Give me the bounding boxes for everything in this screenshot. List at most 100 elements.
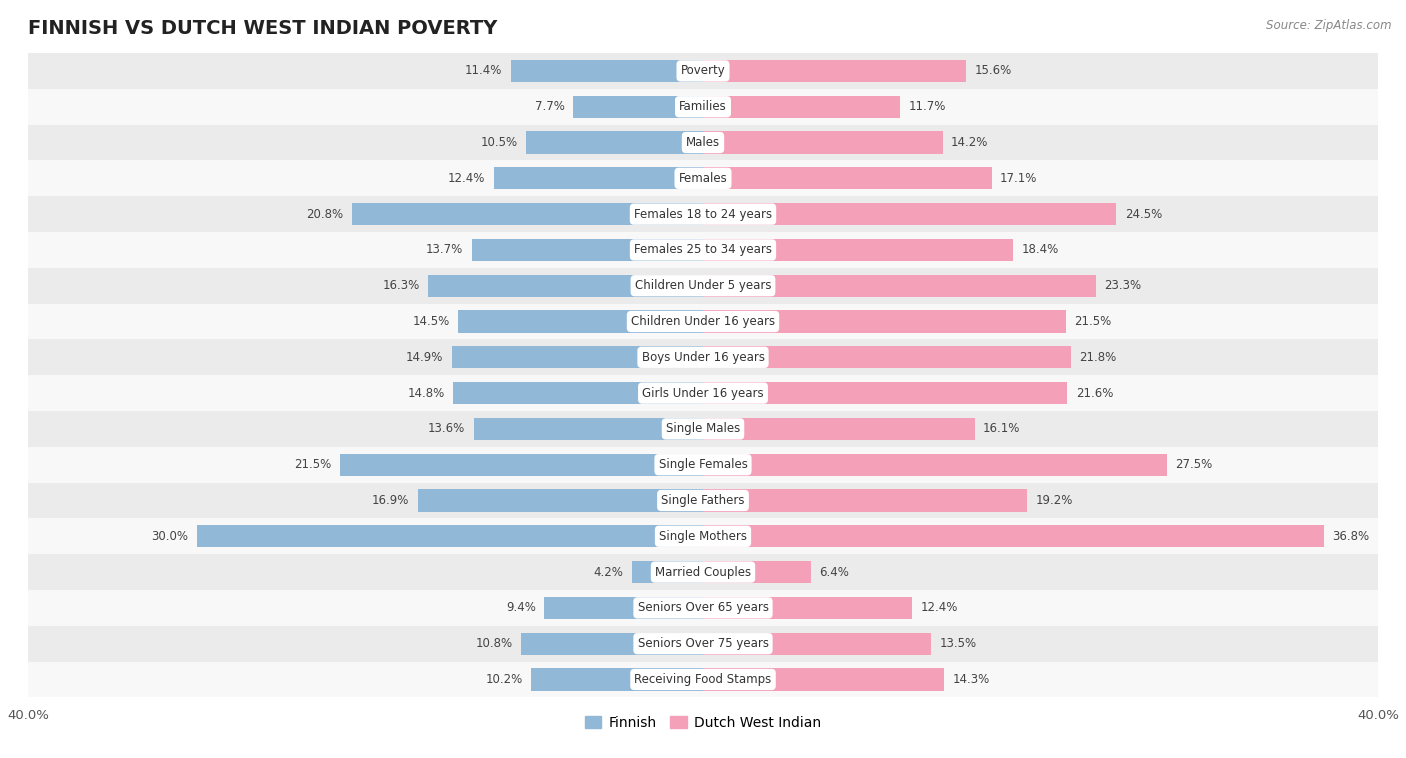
Bar: [703, 239, 1014, 261]
Text: Single Mothers: Single Mothers: [659, 530, 747, 543]
Bar: [510, 60, 703, 82]
Bar: [28, 268, 1378, 304]
Text: 23.3%: 23.3%: [1105, 279, 1142, 293]
Text: 12.4%: 12.4%: [449, 172, 485, 185]
Bar: [703, 60, 966, 82]
Bar: [633, 561, 703, 583]
Text: Girls Under 16 years: Girls Under 16 years: [643, 387, 763, 399]
Bar: [703, 525, 1324, 547]
Bar: [703, 490, 1026, 512]
Text: 10.2%: 10.2%: [485, 673, 523, 686]
Bar: [703, 453, 1167, 476]
Text: 12.4%: 12.4%: [921, 601, 957, 615]
Bar: [427, 274, 703, 297]
Text: 19.2%: 19.2%: [1035, 494, 1073, 507]
Bar: [418, 490, 703, 512]
Bar: [494, 168, 703, 190]
Text: 20.8%: 20.8%: [307, 208, 343, 221]
Text: 14.2%: 14.2%: [950, 136, 988, 149]
Text: 14.9%: 14.9%: [406, 351, 443, 364]
Text: 16.1%: 16.1%: [983, 422, 1021, 435]
Text: 13.5%: 13.5%: [939, 637, 976, 650]
Text: Families: Families: [679, 100, 727, 113]
Text: FINNISH VS DUTCH WEST INDIAN POVERTY: FINNISH VS DUTCH WEST INDIAN POVERTY: [28, 19, 498, 38]
Text: Seniors Over 65 years: Seniors Over 65 years: [637, 601, 769, 615]
Text: 15.6%: 15.6%: [974, 64, 1012, 77]
Text: 6.4%: 6.4%: [820, 565, 849, 578]
Bar: [28, 446, 1378, 483]
Bar: [703, 633, 931, 655]
Bar: [28, 53, 1378, 89]
Bar: [453, 382, 703, 404]
Bar: [28, 411, 1378, 446]
Text: 16.9%: 16.9%: [373, 494, 409, 507]
Text: 21.8%: 21.8%: [1080, 351, 1116, 364]
Text: Females: Females: [679, 172, 727, 185]
Bar: [451, 346, 703, 368]
Text: Children Under 16 years: Children Under 16 years: [631, 315, 775, 328]
Bar: [703, 96, 900, 117]
Text: 13.7%: 13.7%: [426, 243, 464, 256]
Bar: [703, 597, 912, 619]
Bar: [472, 239, 703, 261]
Bar: [28, 340, 1378, 375]
Text: Single Males: Single Males: [666, 422, 740, 435]
Text: 9.4%: 9.4%: [506, 601, 536, 615]
Text: 24.5%: 24.5%: [1125, 208, 1161, 221]
Bar: [28, 124, 1378, 161]
Text: Single Fathers: Single Fathers: [661, 494, 745, 507]
Bar: [703, 418, 974, 440]
Text: Single Females: Single Females: [658, 458, 748, 471]
Bar: [703, 131, 942, 154]
Text: 14.3%: 14.3%: [953, 673, 990, 686]
Bar: [28, 304, 1378, 340]
Bar: [458, 311, 703, 333]
Text: Females 18 to 24 years: Females 18 to 24 years: [634, 208, 772, 221]
Text: Boys Under 16 years: Boys Under 16 years: [641, 351, 765, 364]
Bar: [544, 597, 703, 619]
Bar: [28, 196, 1378, 232]
Text: Seniors Over 75 years: Seniors Over 75 years: [637, 637, 769, 650]
Bar: [703, 346, 1071, 368]
Bar: [28, 662, 1378, 697]
Bar: [340, 453, 703, 476]
Bar: [703, 168, 991, 190]
Bar: [703, 561, 811, 583]
Text: 10.5%: 10.5%: [481, 136, 517, 149]
Bar: [28, 590, 1378, 626]
Text: 14.8%: 14.8%: [408, 387, 444, 399]
Bar: [574, 96, 703, 117]
Text: 17.1%: 17.1%: [1000, 172, 1038, 185]
Bar: [28, 483, 1378, 518]
Bar: [703, 203, 1116, 225]
Bar: [28, 375, 1378, 411]
Bar: [28, 518, 1378, 554]
Legend: Finnish, Dutch West Indian: Finnish, Dutch West Indian: [579, 710, 827, 735]
Text: Source: ZipAtlas.com: Source: ZipAtlas.com: [1267, 19, 1392, 32]
Bar: [28, 161, 1378, 196]
Text: 18.4%: 18.4%: [1022, 243, 1059, 256]
Text: Poverty: Poverty: [681, 64, 725, 77]
Bar: [703, 382, 1067, 404]
Bar: [520, 633, 703, 655]
Text: 21.5%: 21.5%: [295, 458, 332, 471]
Bar: [28, 554, 1378, 590]
Text: Receiving Food Stamps: Receiving Food Stamps: [634, 673, 772, 686]
Text: 21.5%: 21.5%: [1074, 315, 1111, 328]
Text: 36.8%: 36.8%: [1333, 530, 1369, 543]
Bar: [703, 274, 1097, 297]
Text: 21.6%: 21.6%: [1076, 387, 1114, 399]
Bar: [474, 418, 703, 440]
Bar: [28, 89, 1378, 124]
Bar: [28, 232, 1378, 268]
Text: 13.6%: 13.6%: [427, 422, 465, 435]
Bar: [531, 669, 703, 691]
Text: Children Under 5 years: Children Under 5 years: [634, 279, 772, 293]
Bar: [197, 525, 703, 547]
Bar: [526, 131, 703, 154]
Text: 4.2%: 4.2%: [593, 565, 624, 578]
Text: 14.5%: 14.5%: [413, 315, 450, 328]
Bar: [703, 669, 945, 691]
Bar: [28, 626, 1378, 662]
Text: Married Couples: Married Couples: [655, 565, 751, 578]
